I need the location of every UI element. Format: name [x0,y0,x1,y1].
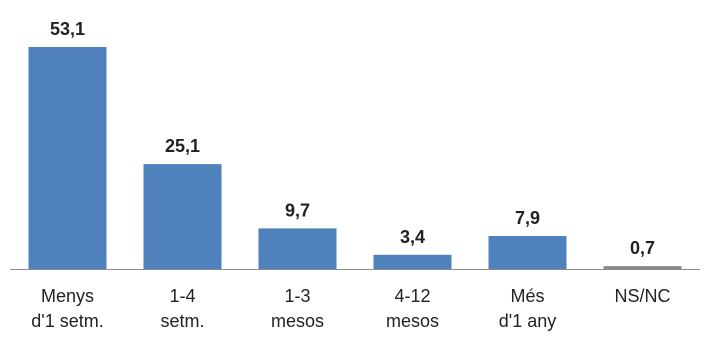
value-labels-group: 53,1 25,1 9,7 3,4 7,9 0,7 [50,19,655,258]
value-label-1: 53,1 [50,19,85,39]
bar-6 [603,266,682,269]
category-label-3: 1-3 mesos [271,286,324,331]
bar-5 [488,236,567,269]
bar-2 [143,164,222,269]
bar-3 [258,228,337,269]
value-label-2: 25,1 [165,136,200,156]
category-label-1: Menys d'1 setm. [31,286,103,331]
value-label-3: 9,7 [285,200,310,220]
category-label-2: 1-4 setm. [160,286,204,331]
bars-group [28,47,682,269]
category-labels-group: Menys d'1 setm. 1-4 setm. 1-3 mesos 4-12 mesos M… [31,286,670,331]
value-label-5: 7,9 [515,208,540,228]
value-label-6: 0,7 [630,238,655,258]
category-label-4: 4-12 mesos [386,286,439,331]
category-label-5: Més d'1 any [499,286,556,331]
value-label-4: 3,4 [400,227,425,247]
category-label-6: NS/NC [614,286,670,306]
bar-1 [28,47,107,269]
bar-4 [373,254,452,269]
